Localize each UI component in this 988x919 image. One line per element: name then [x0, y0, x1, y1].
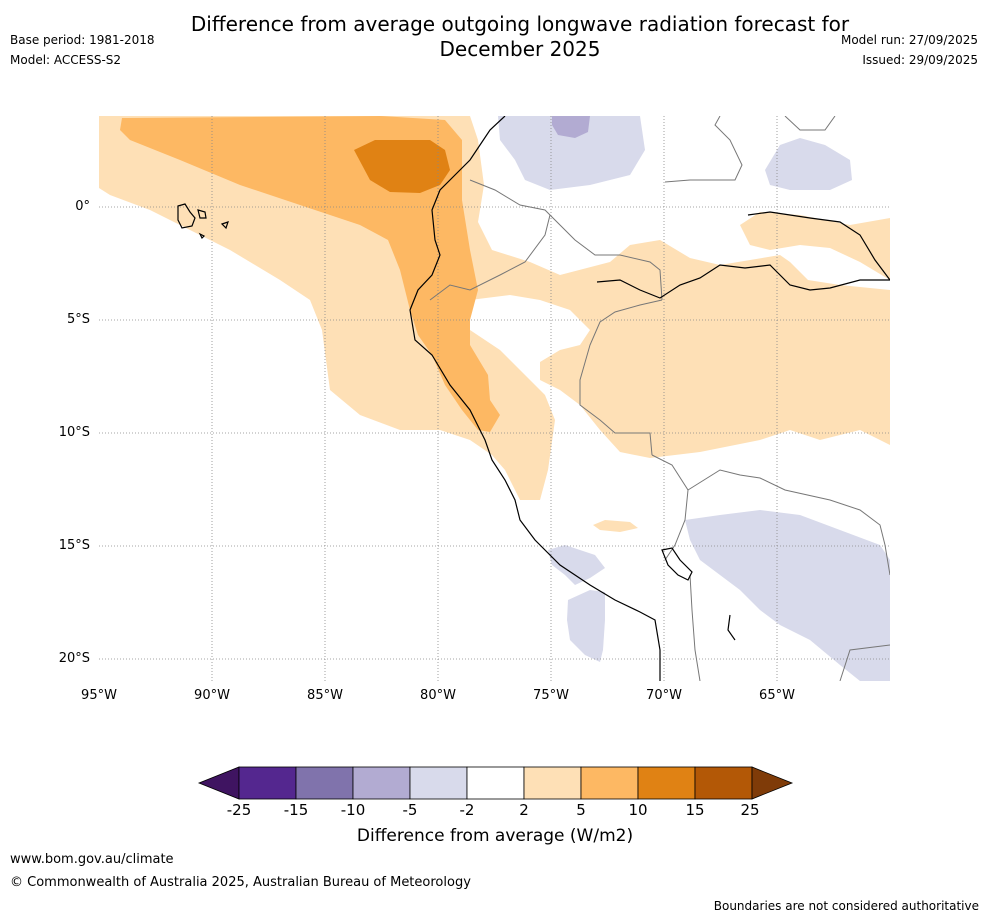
border-brazil-east — [839, 644, 890, 681]
colorbar-tick-label: -2 — [459, 801, 475, 819]
anomaly-region-light-orange-amazon — [740, 212, 890, 280]
lat-label-5s: 5°S — [66, 312, 90, 327]
title-line-2: December 2025 — [439, 37, 601, 61]
border-ecuador-peru — [429, 214, 551, 301]
border-colombia-ecuador — [469, 179, 663, 301]
river-madeira — [727, 614, 736, 641]
colorbar-swatch-1 — [238, 766, 297, 800]
map-panel — [99, 116, 890, 681]
river-negro — [747, 211, 890, 281]
colorbar-label: Difference from average (W/m2) — [356, 826, 634, 846]
meta-right: Model run: 27/09/2025 Issued: 29/09/2025 — [841, 30, 978, 70]
colorbar-tick-label: -25 — [226, 801, 252, 819]
border-venezuela — [664, 116, 743, 183]
river-amazon — [596, 264, 890, 299]
colorbar-extend-low — [197, 766, 240, 800]
coastline — [177, 116, 890, 681]
colorbar-tick-label: 15 — [685, 801, 705, 819]
border-bolivia-brazil — [687, 469, 890, 576]
lon-label-75w: 75°W — [533, 688, 569, 703]
lon-label-95w: 95°W — [81, 688, 117, 703]
colorbar-swatch-5 — [466, 766, 525, 800]
lat-label-0: 0° — [75, 199, 90, 214]
gridlines — [99, 116, 890, 681]
colorbar-swatch-9 — [694, 766, 753, 800]
footer-url: www.bom.gov.au/climate — [10, 852, 174, 867]
colorbar-swatch-8 — [637, 766, 696, 800]
anomaly-region-light-purple-sw1 — [548, 545, 605, 585]
anomaly-region-light-orange-small — [593, 520, 638, 532]
colorbar-swatch-7 — [580, 766, 639, 800]
galapagos-islands — [177, 203, 229, 240]
colorbar-swatch-3 — [352, 766, 411, 800]
colorbar-extend-high — [751, 766, 794, 800]
model-run-date: Model run: 27/09/2025 — [840, 33, 978, 47]
lake-titicaca — [661, 547, 693, 581]
anomaly-region-light-orange-west — [99, 116, 890, 500]
border-brazil-north — [784, 116, 836, 131]
border-peru-bolivia — [651, 454, 689, 561]
colorbar-tick-label: 5 — [576, 801, 586, 819]
issued-date: Issued: 29/09/2025 — [862, 53, 978, 67]
colorbar-swatch-2 — [295, 766, 354, 800]
footer-copyright: © Commonwealth of Australia 2025, Austra… — [10, 875, 471, 890]
title-line-1: Difference from average outgoing longwav… — [190, 12, 850, 36]
map-title: Difference from average outgoing longwav… — [150, 12, 890, 62]
lat-label-20s: 20°S — [58, 651, 90, 666]
border-bolivia-chile — [689, 574, 701, 681]
footer-disclaimer: Boundaries are not considered authoritat… — [713, 899, 979, 913]
lon-label-90w: 90°W — [194, 688, 230, 703]
colorbar-tick-label: -10 — [340, 801, 366, 819]
border-peru-brazil — [579, 299, 663, 456]
anomaly-region-light-purple-altiplano — [685, 510, 890, 681]
lat-label-15s: 15°S — [58, 538, 90, 553]
base-period: Base period: 1981-2018 — [10, 33, 155, 47]
anomaly-region-dark-orange — [354, 140, 450, 193]
lon-label-65w: 65°W — [759, 688, 795, 703]
colorbar-tick-label: 2 — [519, 801, 529, 819]
lat-label-10s: 10°S — [58, 425, 90, 440]
colorbar-swatch-4 — [409, 766, 468, 800]
model-name: Model: ACCESS-S2 — [10, 53, 122, 67]
meta-left: Base period: 1981-2018 Model: ACCESS-S2 — [10, 30, 155, 70]
anomaly-region-purple — [552, 116, 590, 138]
lon-label-80w: 80°W — [420, 688, 456, 703]
lon-label-70w: 70°W — [646, 688, 682, 703]
lon-label-85w: 85°W — [307, 688, 343, 703]
colorbar-tick-label: 25 — [740, 801, 760, 819]
country-borders — [429, 116, 890, 681]
anomaly-region-light-purple-north — [498, 116, 645, 190]
anomaly-region-light-purple-sw2 — [567, 590, 605, 662]
colorbar-tick-label: -15 — [283, 801, 309, 819]
anomaly-region-light-purple-ne — [765, 138, 852, 190]
anomaly-region-orange — [120, 116, 500, 432]
colorbar-tick-label: 10 — [628, 801, 648, 819]
colorbar-swatch-6 — [523, 766, 582, 800]
coastline-pacific — [409, 116, 661, 681]
colorbar-tick-label: -5 — [402, 801, 418, 819]
